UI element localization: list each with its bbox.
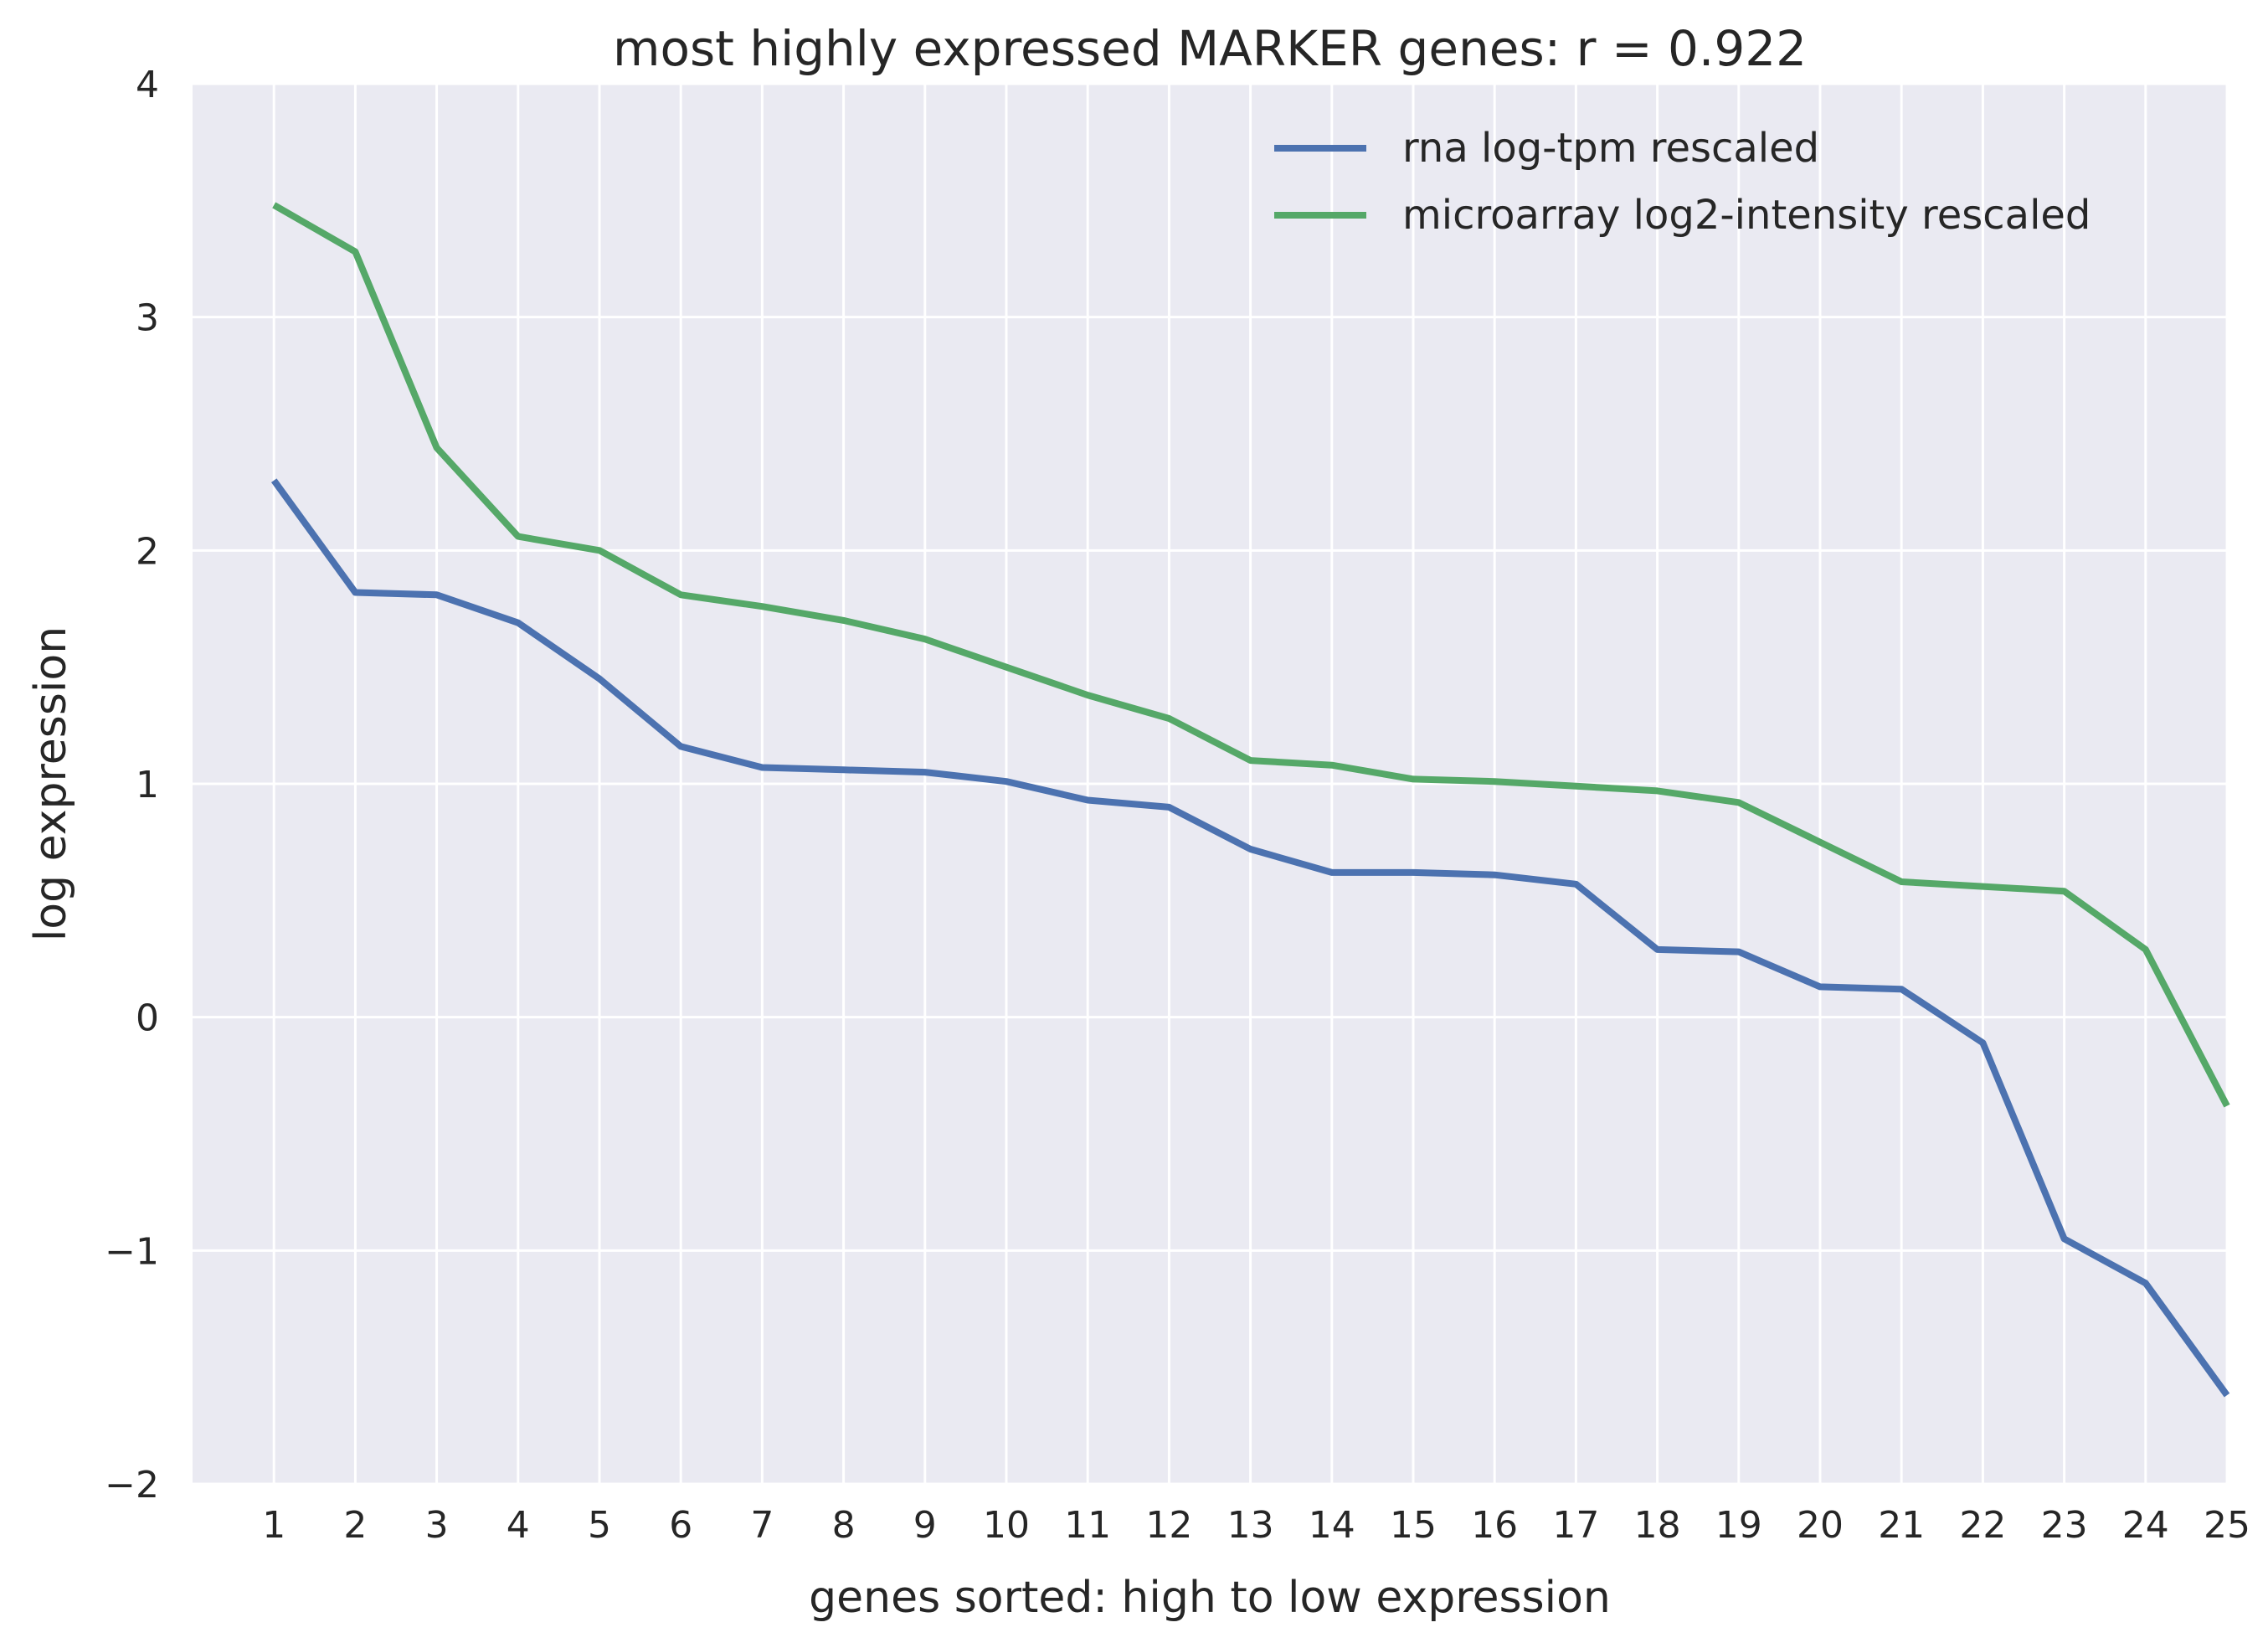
y-axis-title: log expression (26, 626, 76, 941)
x-tick-label: 16 (1471, 1504, 1518, 1547)
x-tick-label: 25 (2204, 1504, 2250, 1547)
y-tick-label: −2 (105, 1464, 159, 1507)
chart-title: most highly expressed MARKER genes: r = … (613, 20, 1807, 77)
y-tick-label: −1 (105, 1230, 159, 1273)
x-axis-ticks: 1 2 3 4 5 6 7 8 9 10 11 12 13 14 15 16 17 18 19 20 21 22 23 24 2… (262, 1504, 2250, 1547)
series-line-2 (272, 202, 2230, 1108)
x-tick-label: 8 (832, 1504, 856, 1547)
x-tick-label: 13 (1227, 1504, 1274, 1547)
legend-label-2: microarray log2-intensity rescaled (1402, 192, 2091, 239)
x-tick-label: 6 (669, 1504, 692, 1547)
x-tick-label: 22 (1959, 1504, 2006, 1547)
x-tick-label: 17 (1552, 1504, 1599, 1547)
legend-label-1: rna log-tpm rescaled (1402, 125, 1819, 172)
y-tick-label: 4 (136, 64, 159, 106)
x-tick-label: 3 (425, 1504, 449, 1547)
x-tick-label: 21 (1878, 1504, 1925, 1547)
x-axis-title: genes sorted: high to low expression (809, 1573, 1611, 1623)
x-tick-label: 14 (1309, 1504, 1355, 1547)
y-tick-label: 2 (136, 530, 159, 573)
x-tick-label: 15 (1390, 1504, 1437, 1547)
y-axis-ticks: −2 −1 0 1 2 3 4 (105, 64, 159, 1507)
x-tick-label: 9 (913, 1504, 937, 1547)
series-layer (270, 202, 2230, 1398)
x-tick-label: 20 (1797, 1504, 1844, 1547)
y-tick-label: 1 (136, 764, 159, 806)
x-tick-label: 2 (343, 1504, 367, 1547)
x-tick-label: 19 (1715, 1504, 1762, 1547)
x-tick-label: 18 (1634, 1504, 1681, 1547)
legend: rna log-tpm rescaled microarray log2-inte… (1274, 125, 2091, 239)
x-tick-label: 11 (1064, 1504, 1111, 1547)
x-tick-label: 5 (588, 1504, 611, 1547)
x-tick-label: 23 (2041, 1504, 2088, 1547)
x-tick-label: 7 (750, 1504, 774, 1547)
x-tick-label: 1 (262, 1504, 285, 1547)
y-tick-label: 3 (136, 297, 159, 340)
series-line-1 (270, 478, 2230, 1398)
x-tick-label: 4 (507, 1504, 530, 1547)
x-tick-label: 12 (1145, 1504, 1192, 1547)
x-tick-label: 24 (2122, 1504, 2169, 1547)
x-tick-label: 10 (983, 1504, 1030, 1547)
y-tick-label: 0 (136, 997, 159, 1040)
